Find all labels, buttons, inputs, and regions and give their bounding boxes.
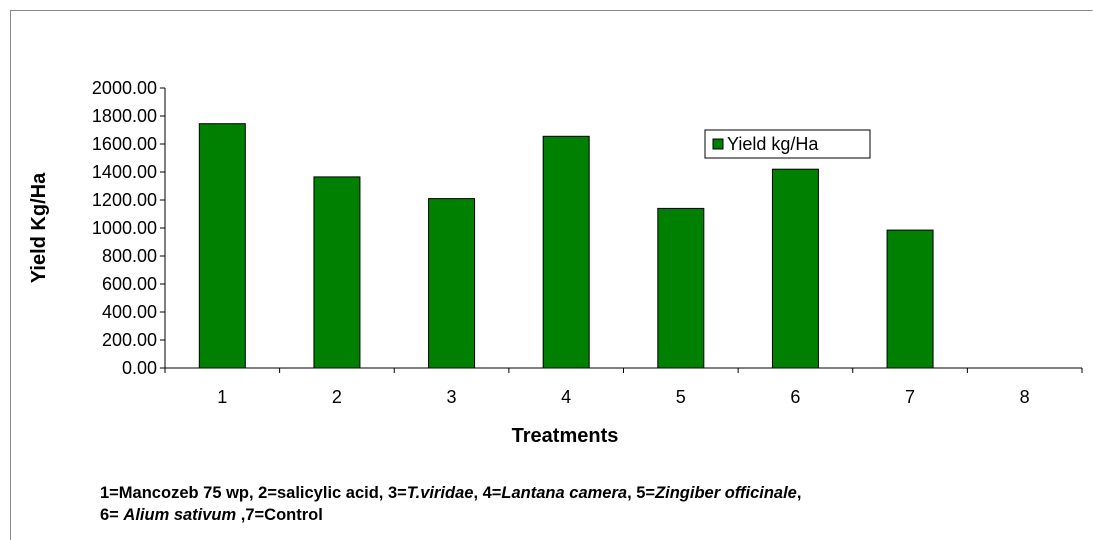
footnote-part: T.viridae xyxy=(406,484,474,502)
footnote-part: , 6= xyxy=(100,484,802,524)
y-tick-label: 400.00 xyxy=(102,302,157,322)
bar xyxy=(657,207,705,369)
footnote-part: Lantana camera xyxy=(501,484,628,502)
footnote-part: 1=Mancozeb 75 wp, 2=salicylic acid, 3= xyxy=(100,484,407,502)
x-tick-label: 6 xyxy=(790,387,800,407)
y-tick-label: 2000.00 xyxy=(92,78,157,98)
bar xyxy=(198,123,246,369)
y-tick-label: 1600.00 xyxy=(92,134,157,154)
footnote: 1=Mancozeb 75 wp, 2=salicylic acid, 3=T.… xyxy=(100,482,810,526)
bar xyxy=(886,229,934,369)
legend-label: Yield kg/Ha xyxy=(727,134,819,154)
footnote-part: , 4= xyxy=(473,484,502,502)
y-tick-label: 1200.00 xyxy=(92,190,157,210)
footnote-part: Alium sativum xyxy=(123,506,237,524)
x-tick-label: 5 xyxy=(676,387,686,407)
footnote-part: Zingiber officinale xyxy=(655,484,797,502)
frame-border xyxy=(10,10,1093,540)
bar xyxy=(771,168,819,369)
y-tick-label: 1000.00 xyxy=(92,218,157,238)
legend-swatch xyxy=(712,138,724,150)
y-axis-title: Yield Kg/Ha xyxy=(28,172,50,283)
x-tick-label: 3 xyxy=(447,387,457,407)
bar xyxy=(313,176,361,369)
bar xyxy=(542,135,590,369)
x-tick-label: 1 xyxy=(217,387,227,407)
y-tick-label: 200.00 xyxy=(102,330,157,350)
y-tick-label: 800.00 xyxy=(102,246,157,266)
footnote-part: , 5= xyxy=(627,484,656,502)
bar xyxy=(428,198,476,369)
x-tick-label: 2 xyxy=(332,387,342,407)
x-tick-label: 8 xyxy=(1020,387,1030,407)
x-tick-label: 7 xyxy=(905,387,915,407)
y-tick-label: 0.00 xyxy=(122,358,157,378)
y-tick-label: 600.00 xyxy=(102,274,157,294)
footnote-part: ,7=Control xyxy=(236,506,323,524)
legend-box xyxy=(704,129,871,159)
x-tick-label: 4 xyxy=(561,387,571,407)
x-axis-title: Treatments xyxy=(512,425,619,447)
y-tick-label: 1800.00 xyxy=(92,106,157,126)
y-tick-label: 1400.00 xyxy=(92,162,157,182)
